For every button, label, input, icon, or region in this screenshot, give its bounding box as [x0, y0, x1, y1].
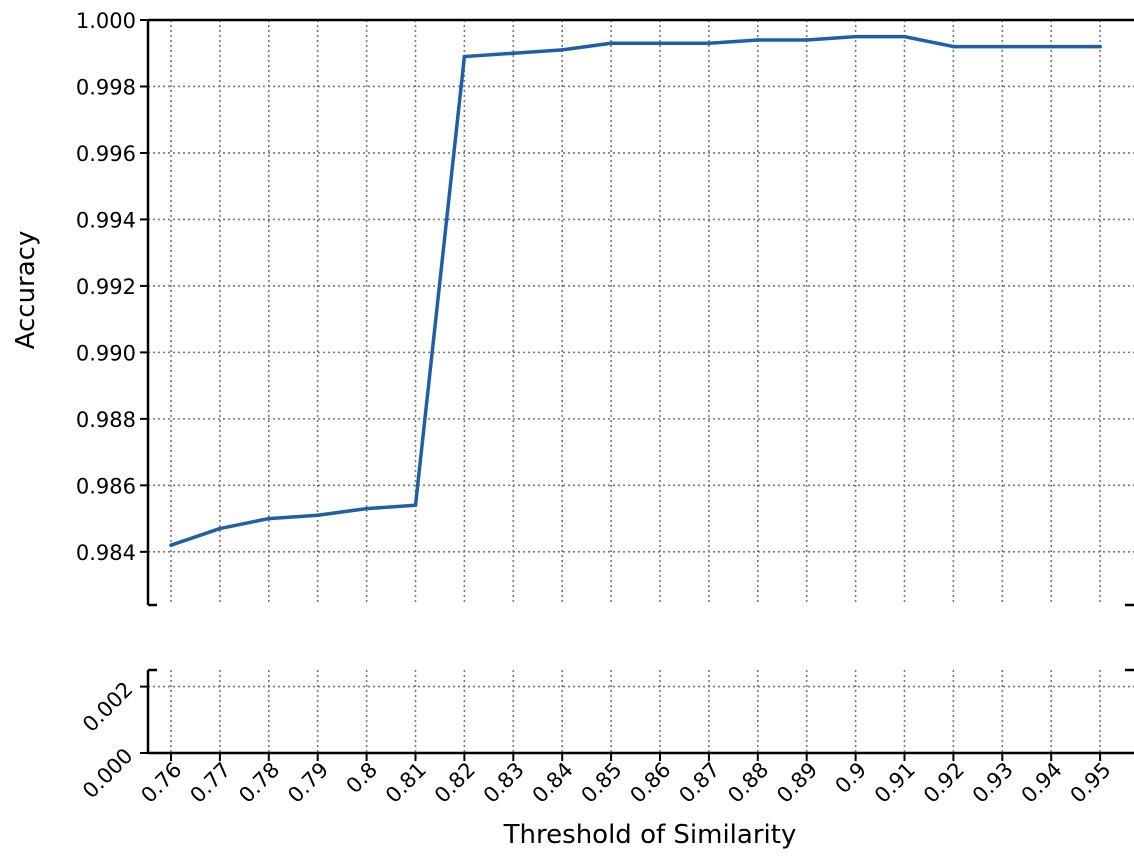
- y-tick-label: 0.002: [78, 677, 137, 736]
- x-tick-label: 0.76: [136, 758, 186, 808]
- x-tick-label: 0.8: [342, 758, 383, 799]
- x-tick-label: 0.93: [968, 758, 1018, 808]
- y-tick-label: 0.000: [78, 744, 137, 803]
- axes: 0.984 0.986 0.988 0.990 0.992 0.994 0.996 0.998…: [76, 9, 1134, 808]
- x-tick-label: 0.88: [723, 758, 773, 808]
- series-line: [170, 34, 1101, 547]
- x-axis-label: Threshold of Similarity: [503, 820, 797, 850]
- data-point: [1098, 44, 1102, 49]
- data-point: [707, 41, 711, 46]
- x-tick-label: 0.89: [772, 758, 822, 808]
- y-tick-label: 0.990: [76, 341, 136, 365]
- data-point: [413, 503, 418, 508]
- x-tick-label: 0.79: [283, 758, 333, 808]
- data-point: [804, 38, 809, 42]
- data-point: [1000, 44, 1005, 49]
- x-tick-label: 0.91: [870, 758, 920, 808]
- x-tick-label: 0.9: [831, 758, 872, 799]
- data-point: [853, 34, 858, 39]
- x-tick-label: 0.86: [625, 758, 675, 808]
- series: [169, 34, 1102, 547]
- data-point: [560, 48, 564, 52]
- x-tick-label: 0.77: [185, 758, 235, 808]
- y-tick-label: 0.988: [76, 408, 136, 432]
- x-tick-label: 0.87: [674, 758, 724, 808]
- y-tick-label: 0.984: [76, 541, 136, 565]
- data-point: [218, 526, 222, 531]
- data-point: [1049, 44, 1053, 49]
- x-tick-label: 0.81: [381, 758, 431, 808]
- data-point: [902, 34, 907, 39]
- y-axis-label: Accuracy: [11, 231, 41, 350]
- x-tick-label: 0.92: [919, 758, 969, 808]
- data-point: [511, 51, 516, 56]
- data-point: [267, 516, 271, 521]
- data-point: [462, 54, 467, 59]
- x-tick-label: 0.84: [528, 758, 578, 808]
- data-point: [315, 513, 320, 518]
- grid: [148, 20, 1134, 753]
- labels: Threshold of Similarity Accuracy: [11, 231, 796, 850]
- y-tick-label: 0.992: [76, 275, 136, 299]
- x-tick-label: 0.85: [577, 758, 627, 808]
- y-tick-label: 0.986: [76, 474, 136, 498]
- x-tick-label: 0.95: [1066, 758, 1116, 808]
- y-tick-label: 0.994: [76, 208, 136, 232]
- data-point: [364, 506, 369, 511]
- data-point: [756, 38, 760, 42]
- y-tick-label: 0.996: [76, 142, 136, 166]
- data-point: [658, 41, 662, 46]
- y-tick-label: 1.000: [76, 9, 136, 33]
- data-point: [169, 543, 173, 547]
- x-tick-label: 0.94: [1017, 758, 1067, 808]
- data-point: [951, 44, 956, 49]
- y-tick-label: 0.998: [76, 75, 136, 99]
- x-tick-label: 0.78: [234, 758, 284, 808]
- x-tick-label: 0.83: [479, 758, 529, 808]
- x-tick-label: 0.82: [430, 758, 480, 808]
- data-point: [609, 41, 613, 46]
